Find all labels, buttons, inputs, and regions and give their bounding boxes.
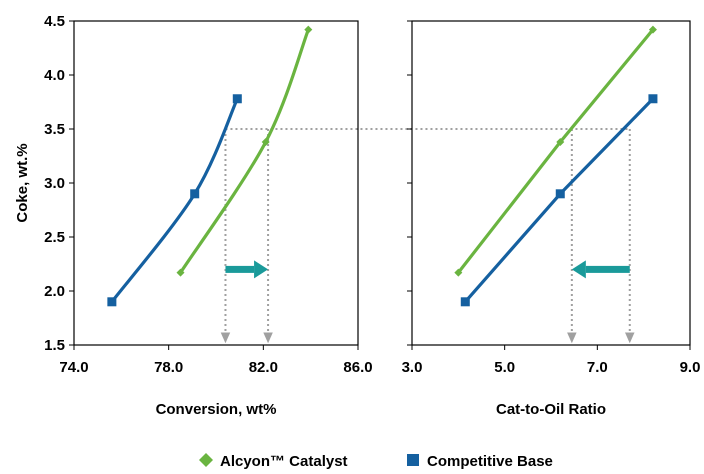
data-point-diamond xyxy=(304,25,313,34)
data-point-diamond xyxy=(176,268,185,277)
shift-arrow-0 xyxy=(225,260,269,279)
x-tick-label: 7.0 xyxy=(587,359,608,376)
data-point-diamond xyxy=(556,137,565,146)
arrow-head xyxy=(254,260,269,279)
x-tick-label: 86.0 xyxy=(343,359,372,376)
arrow-shaft xyxy=(225,265,255,273)
x-axis-label: Conversion, wt% xyxy=(156,401,277,418)
series xyxy=(107,25,658,307)
data-point-diamond xyxy=(648,25,657,34)
x-tick-label: 9.0 xyxy=(680,359,701,376)
legend-marker-diamond xyxy=(199,453,213,467)
y-tick-label: 1.5 xyxy=(44,337,65,354)
x-tick-label: 3.0 xyxy=(402,359,423,376)
data-point-square xyxy=(107,297,117,307)
y-tick-label: 2.0 xyxy=(44,283,65,300)
series-line-0-1 xyxy=(110,97,239,304)
y-tick-label: 4.5 xyxy=(44,13,65,30)
x-tick-label: 82.0 xyxy=(249,359,278,376)
data-point-square xyxy=(648,94,658,104)
x-tick-label: 5.0 xyxy=(494,359,515,376)
y-tick-label: 3.5 xyxy=(44,121,65,138)
x-axis-label: Cat-to-Oil Ratio xyxy=(496,401,606,418)
plot-frame-1 xyxy=(411,20,691,346)
reference-lines xyxy=(220,128,635,344)
y-tick-label: 4.0 xyxy=(44,67,65,84)
data-point-square xyxy=(460,297,470,307)
legend-label: Alcyon™ Catalyst xyxy=(220,453,348,470)
legend-label: Competitive Base xyxy=(427,453,553,470)
axes: 74.0 78.0 82.0 86.0 Conversion, wt% 3.0 5.0 7.0… xyxy=(14,13,700,418)
legend-marker-square xyxy=(407,454,419,466)
shift-arrow-1 xyxy=(571,260,630,279)
data-point-square xyxy=(232,94,242,104)
data-point-diamond xyxy=(261,137,270,146)
data-point-diamond xyxy=(454,268,463,277)
legend: Alcyon™ Catalyst Competitive Base xyxy=(199,453,553,470)
y-tick-label: 2.5 xyxy=(44,229,65,246)
y-axis-label: Coke, wt.% xyxy=(14,143,31,222)
series-line-0-0 xyxy=(178,28,310,275)
series-line-1-0 xyxy=(456,28,655,275)
arrow-head xyxy=(571,260,586,279)
x-tick-label: 74.0 xyxy=(59,359,88,376)
arrow-shaft xyxy=(585,265,630,273)
x-tick-label: 78.0 xyxy=(154,359,183,376)
data-point-square xyxy=(555,189,565,199)
y-tick-label: 3.0 xyxy=(44,175,65,192)
data-point-square xyxy=(190,189,200,199)
